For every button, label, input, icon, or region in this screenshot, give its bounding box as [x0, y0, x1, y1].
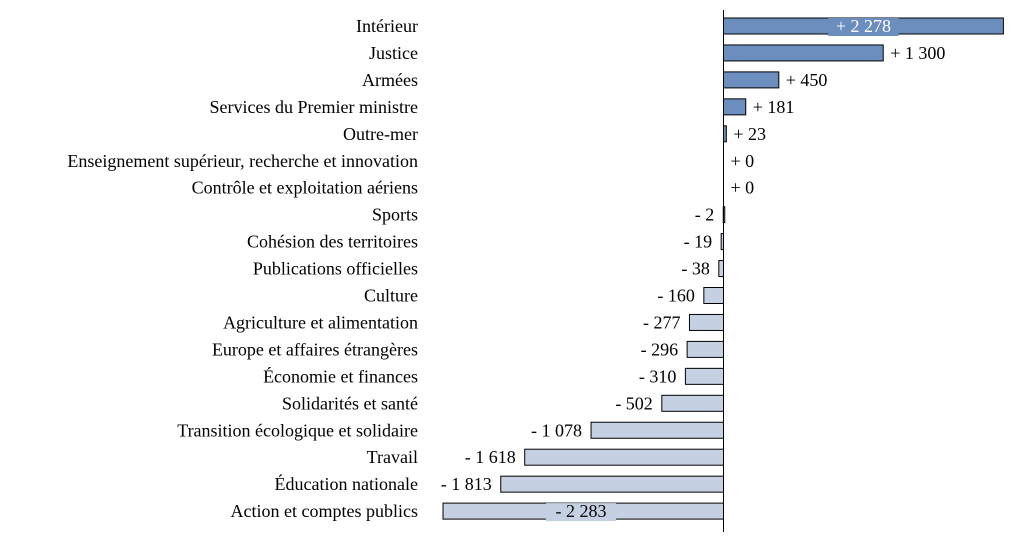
bar — [661, 394, 725, 412]
bar — [723, 71, 780, 89]
bar — [723, 98, 747, 116]
value-label: - 277 — [643, 312, 681, 332]
category-label: Action et comptes publics — [231, 501, 418, 521]
value-label: - 160 — [657, 286, 695, 306]
bar — [723, 44, 884, 62]
value-label: - 1 078 — [531, 420, 582, 440]
bar — [703, 287, 725, 304]
value-label: - 310 — [639, 366, 677, 386]
value-label: - 502 — [615, 393, 653, 413]
category-label: Transition écologique et solidaire — [177, 420, 418, 440]
category-label: Enseignement supérieur, recherche et inn… — [67, 151, 418, 171]
category-label: Intérieur — [356, 16, 418, 36]
value-label: - 38 — [681, 259, 710, 279]
value-label: + 2 278 — [836, 16, 891, 36]
bar — [688, 313, 724, 331]
value-label: + 0 — [731, 178, 755, 198]
bar — [718, 260, 724, 278]
value-label: - 296 — [641, 339, 679, 359]
value-label: - 1 618 — [465, 447, 516, 467]
category-label: Travail — [367, 447, 418, 467]
category-label: Services du Premier ministre — [210, 97, 418, 117]
value-label-background — [828, 18, 899, 36]
category-label: Armées — [362, 70, 418, 90]
category-label: Sports — [372, 205, 418, 225]
category-labels: Intérieur Justice Armées Services du Premie… — [67, 16, 418, 521]
category-label: Contrôle et exploitation aériens — [192, 178, 418, 198]
value-label: - 2 283 — [556, 501, 607, 521]
bar — [524, 448, 725, 466]
category-label: Outre-mer — [343, 124, 418, 144]
value-label: + 181 — [753, 97, 795, 117]
bar — [684, 367, 725, 385]
value-label: + 450 — [786, 70, 828, 90]
value-label: + 1 300 — [890, 43, 945, 63]
bar — [686, 340, 725, 358]
category-label: Agriculture et alimentation — [223, 312, 418, 332]
category-label: Culture — [364, 286, 418, 306]
category-label: Europe et affaires étrangères — [212, 339, 418, 359]
category-label: Solidarités et santé — [282, 393, 418, 413]
value-label: - 1 813 — [441, 474, 492, 494]
value-label: + 0 — [731, 151, 755, 171]
value-labels: + 2 278 + 1 300 + 450 + 181 + 23 + 0 + 0 - 2 - 1… — [441, 16, 945, 522]
bar — [500, 475, 725, 493]
bar — [590, 421, 724, 439]
value-label: - 19 — [684, 232, 713, 252]
category-label: Économie et finances — [263, 365, 418, 386]
category-label: Cohésion des territoires — [247, 232, 418, 252]
category-label: Éducation nationale — [275, 473, 418, 494]
value-label-background — [545, 503, 617, 522]
value-label: - 2 — [695, 205, 715, 225]
category-label: Justice — [369, 43, 418, 63]
value-label: + 23 — [733, 124, 766, 144]
category-label: Publications officielles — [253, 259, 418, 279]
